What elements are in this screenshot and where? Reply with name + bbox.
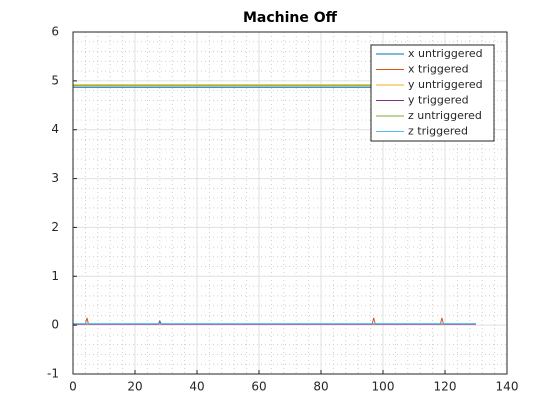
legend-label: z triggered (408, 125, 468, 138)
x-tick-label: 0 (69, 380, 77, 394)
x-tick-label: 20 (127, 380, 142, 394)
x-tick-label: 40 (189, 380, 204, 394)
y-tick-label: 4 (51, 122, 59, 136)
legend-label: z untriggered (408, 109, 482, 122)
y-tick-label: 3 (51, 171, 59, 185)
y-tick-label: 6 (51, 25, 59, 39)
x-tick-label: 60 (251, 380, 266, 394)
y-tick-label: 0 (51, 318, 59, 332)
y-tick-label: 5 (51, 73, 59, 87)
y-tick-label: 2 (51, 220, 59, 234)
axes-box (72, 31, 508, 375)
series-line (73, 317, 476, 325)
x-tick-label: 140 (496, 380, 519, 394)
x-tick-label: 120 (434, 380, 457, 394)
legend-label: y triggered (408, 94, 469, 107)
x-tick-label: 100 (372, 380, 395, 394)
y-tick-label: 1 (51, 269, 59, 283)
x-tick-label: 80 (313, 380, 328, 394)
y-tick-label: -1 (47, 367, 59, 381)
legend-label: y untriggered (408, 78, 483, 91)
legend-label: x triggered (408, 63, 469, 76)
legend-label: x untriggered (408, 47, 483, 60)
chart-title: Machine Off (243, 10, 338, 26)
legend-box (370, 44, 495, 142)
